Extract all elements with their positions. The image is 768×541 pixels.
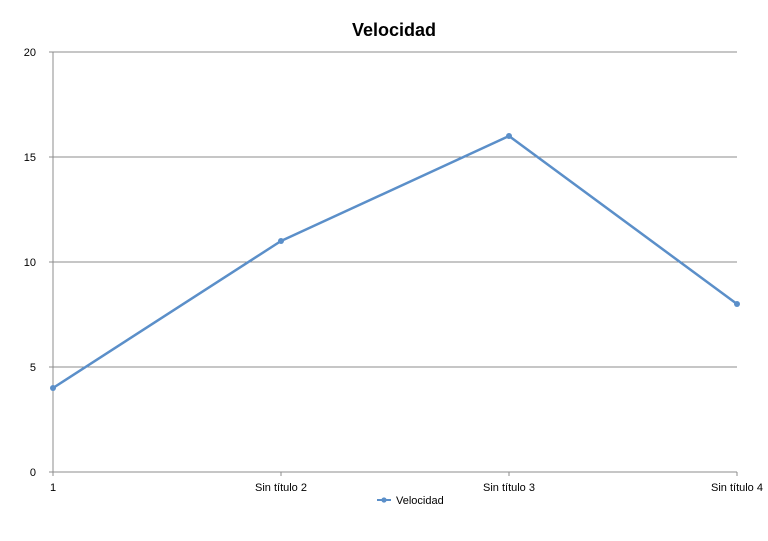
chart-title: Velocidad	[352, 20, 436, 40]
x-axis-ticks: 1 Sin título 2 Sin título 3 Sin título 4	[50, 472, 763, 494]
gridlines	[53, 51, 737, 368]
legend: Velocidad	[377, 495, 444, 507]
data-point	[50, 385, 56, 391]
y-tick-label: 0	[30, 467, 36, 479]
x-tick-label: 1	[50, 482, 56, 494]
data-point	[506, 133, 512, 139]
y-tick-label: 10	[24, 257, 36, 269]
y-tick-label: 5	[30, 362, 36, 374]
data-point	[278, 238, 284, 244]
x-tick-label: Sin título 4	[711, 482, 763, 494]
legend-point-marker	[381, 497, 387, 503]
y-tick-label: 15	[24, 152, 36, 164]
x-tick-label: Sin título 2	[255, 482, 307, 494]
legend-label-velocidad: Velocidad	[396, 495, 444, 507]
y-axis-ticks: 0 5 10 15 20	[24, 47, 53, 479]
series-line-0	[51, 134, 739, 390]
x-tick-label: Sin título 3	[483, 482, 535, 494]
data-point	[734, 301, 740, 307]
series-layer	[50, 133, 740, 391]
y-tick-label: 20	[24, 47, 36, 59]
